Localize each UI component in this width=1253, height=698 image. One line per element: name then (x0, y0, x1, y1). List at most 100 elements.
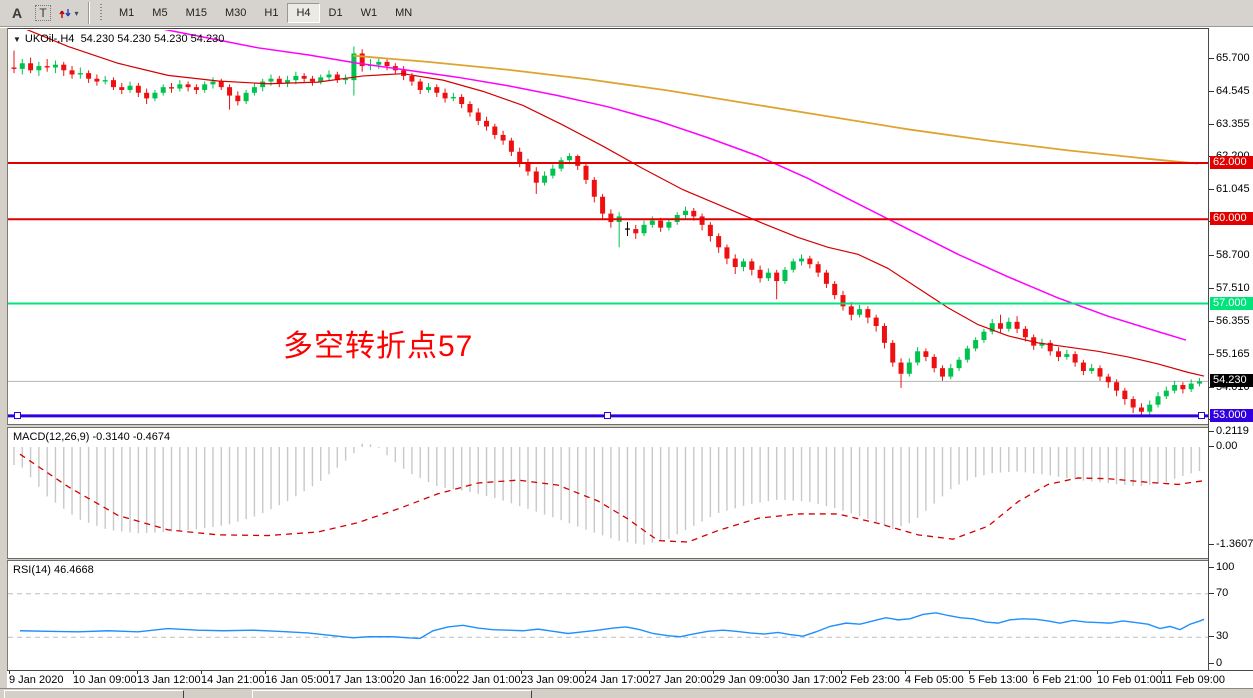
candle-body (542, 175, 548, 183)
time-label: 10 Jan 09:00 (73, 674, 137, 686)
time-tick (1097, 671, 1098, 674)
time-tick (73, 671, 74, 674)
candle-body (500, 134, 506, 141)
candle-body (243, 92, 249, 102)
candle-body (716, 236, 722, 248)
timeframe-button-w1[interactable]: W1 (360, 7, 378, 19)
candle-body (707, 224, 713, 237)
candle-body (790, 261, 796, 270)
time-label: 14 Jan 21:00 (201, 674, 265, 686)
candle-body (865, 309, 871, 318)
rsi-indicator-pane[interactable] (8, 561, 1208, 670)
candle-body (334, 74, 340, 81)
time-label: 17 Jan 13:00 (329, 674, 393, 686)
candle-body (61, 64, 67, 71)
timeframe-button-m1[interactable]: M1 (119, 7, 135, 19)
pane-splitter[interactable] (7, 424, 1253, 428)
chart-text-annotation[interactable]: 多空转折点57 (283, 330, 474, 363)
candle-body (799, 258, 805, 262)
toolbar-grip-handle[interactable] (97, 4, 104, 22)
candle-body (1039, 342, 1045, 346)
timeframe-button-m30[interactable]: M30 (224, 7, 247, 19)
candle-body (782, 269, 788, 282)
candle-body (19, 63, 25, 69)
candle-body (973, 340, 979, 349)
fast-ma-line (26, 30, 1205, 377)
candle-body (202, 84, 208, 90)
candle-body (1188, 383, 1194, 390)
rsi-tick: 30 (1208, 630, 1229, 642)
candle-body (1114, 382, 1120, 391)
candle-body (641, 224, 647, 234)
time-label: 22 Jan 01:00 (457, 674, 521, 686)
chart-symbol-period: UKOil-,H4 (24, 33, 75, 45)
price-tick: 58.700 (1209, 249, 1250, 261)
candle-body (376, 61, 382, 65)
candle-body (227, 87, 233, 96)
candle-body (881, 326, 887, 343)
candle-body (765, 272, 771, 279)
candle-body (939, 368, 945, 377)
candle-body (873, 317, 879, 327)
timeframe-button-m15[interactable]: M15 (185, 7, 207, 19)
candle-body (318, 77, 324, 82)
candle-body (1072, 354, 1078, 363)
chart-tab[interactable] (252, 690, 532, 698)
candle-body (351, 53, 357, 81)
chart-tab[interactable] (4, 690, 184, 698)
left-line-handle[interactable] (14, 412, 21, 419)
candle-body (185, 84, 191, 88)
timeframe-button-h1[interactable]: H1 (264, 7, 279, 19)
candle-body (550, 168, 556, 176)
candle-body (583, 165, 589, 180)
timeframe-button-d1[interactable]: D1 (328, 7, 343, 19)
level-price-badge: 57.000 (1210, 297, 1253, 310)
timeframe-button-h4[interactable]: H4 (287, 3, 320, 23)
candle-body (52, 64, 58, 68)
macd-histogram (13, 443, 1201, 545)
candle-body (459, 96, 465, 105)
candle-body (1105, 376, 1111, 383)
chart-title: ▼ UKOil-,H4 54.230 54.230 54.230 54.230 (13, 33, 224, 45)
pane-splitter[interactable] (7, 558, 1253, 561)
rsi-tick: 100 (1208, 561, 1235, 573)
candle-body (119, 87, 125, 90)
candle-body (177, 84, 183, 89)
main-price-chart[interactable] (8, 30, 1208, 424)
candle-body (591, 179, 597, 197)
candle-body (77, 73, 83, 75)
medium-ma-line (163, 30, 1187, 341)
macd-indicator-pane[interactable] (8, 428, 1208, 558)
candle-body (1080, 362, 1086, 371)
text-label-tool-button[interactable]: T (32, 3, 54, 23)
price-tick: 61.045 (1209, 183, 1250, 195)
candle-body (450, 96, 456, 99)
arrows-tool-button[interactable]: ▾ (58, 3, 80, 23)
time-tick (713, 671, 714, 674)
current-price-badge: 54.230 (1210, 374, 1253, 387)
timeframe-button-m5[interactable]: M5 (152, 7, 168, 19)
candle-body (691, 210, 697, 217)
price-tick: 56.355 (1209, 315, 1250, 327)
macd-signal-line (19, 453, 1205, 543)
candle-body (135, 85, 141, 93)
time-tick (521, 671, 522, 674)
candle-body (517, 151, 523, 164)
time-tick (9, 671, 10, 674)
text-tool-button[interactable]: A (11, 5, 23, 21)
candle-body (1047, 342, 1053, 352)
candle-body (848, 306, 854, 315)
candle-body (210, 81, 216, 85)
time-label: 30 Jan 17:00 (777, 674, 841, 686)
candle-body (44, 66, 50, 68)
candle-body (832, 283, 838, 296)
time-label: 16 Jan 05:00 (265, 674, 329, 686)
candle-body (309, 78, 315, 82)
chart-dropdown-icon[interactable]: ▼ (13, 35, 21, 44)
center-line-handle[interactable] (604, 412, 611, 419)
right-line-handle[interactable] (1198, 412, 1205, 419)
price-axis[interactable]: 65.70064.54563.35562.20061.04559.89058.7… (1208, 28, 1253, 670)
candle-body (492, 126, 498, 135)
time-axis[interactable]: 9 Jan 2020 10 Jan 09:00 13 Jan 12:00 14 Jan… (7, 670, 1253, 689)
timeframe-button-mn[interactable]: MN (395, 7, 413, 19)
